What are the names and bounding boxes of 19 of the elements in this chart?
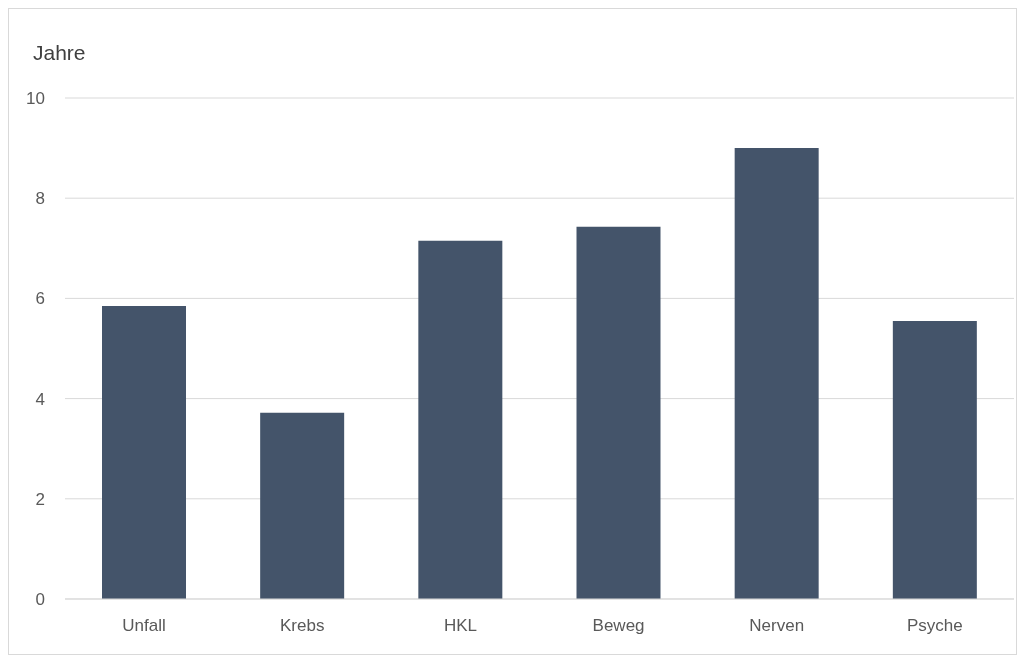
- bar: [892, 320, 977, 599]
- y-tick-label: 2: [35, 489, 45, 509]
- x-tick-label: Krebs: [280, 616, 325, 636]
- bar: [734, 148, 819, 599]
- y-axis-title: Jahre: [33, 41, 86, 65]
- y-tick-label: 4: [35, 389, 45, 409]
- y-tick-label: 10: [26, 89, 45, 109]
- bar: [576, 226, 661, 599]
- y-tick-label: 0: [35, 590, 45, 610]
- x-tick-label: Beweg: [592, 616, 645, 636]
- x-tick-label: Unfall: [122, 616, 166, 636]
- y-tick-label: 8: [35, 189, 45, 209]
- x-tick-label: Psyche: [907, 616, 963, 636]
- x-tick-label: HKL: [443, 616, 477, 636]
- bar: [418, 240, 503, 599]
- x-tick-label: Nerven: [749, 616, 805, 636]
- bar: [102, 305, 186, 599]
- bar: [260, 412, 345, 599]
- y-tick-label: 6: [35, 289, 45, 309]
